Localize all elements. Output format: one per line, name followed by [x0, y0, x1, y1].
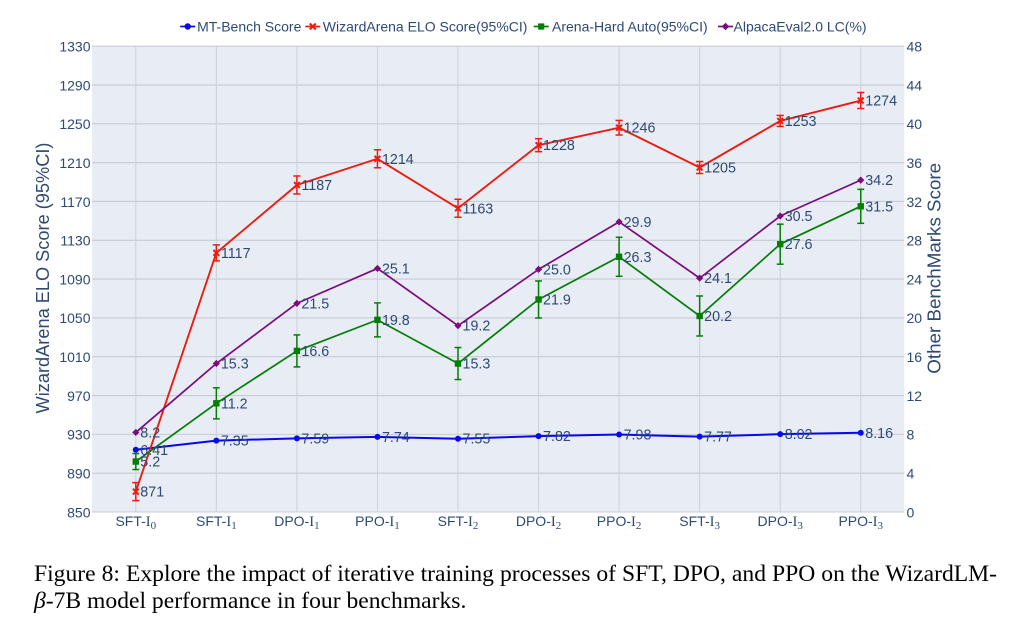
svg-text:DPO-I2: DPO-I2 [516, 513, 561, 532]
svg-text:WizardArena ELO Score (95%CI): WizardArena ELO Score (95%CI) [33, 143, 53, 414]
svg-text:12: 12 [907, 388, 923, 404]
svg-text:DPO-I1: DPO-I1 [274, 513, 319, 532]
svg-text:5.2: 5.2 [140, 455, 160, 471]
svg-text:16.6: 16.6 [301, 344, 329, 360]
svg-text:DPO-I3: DPO-I3 [758, 513, 804, 532]
svg-text:26.3: 26.3 [624, 250, 652, 266]
svg-text:850: 850 [67, 504, 91, 520]
svg-text:7.59: 7.59 [301, 431, 329, 447]
svg-text:21.9: 21.9 [543, 292, 571, 308]
svg-text:36: 36 [907, 155, 923, 171]
svg-text:19.8: 19.8 [382, 313, 410, 329]
svg-text:1130: 1130 [60, 233, 90, 249]
svg-text:8.2: 8.2 [140, 425, 160, 441]
svg-text:970: 970 [67, 388, 91, 404]
svg-text:24.1: 24.1 [704, 271, 732, 287]
svg-text:24: 24 [907, 271, 923, 287]
svg-text:WizardArena ELO Score(95%CI): WizardArena ELO Score(95%CI) [323, 19, 528, 35]
svg-text:1214: 1214 [382, 152, 414, 168]
svg-text:Other BenchMarks Score: Other BenchMarks Score [924, 163, 945, 374]
svg-text:30.5: 30.5 [785, 209, 813, 225]
svg-text:AlpacaEval2.0 LC(%): AlpacaEval2.0 LC(%) [734, 19, 867, 35]
svg-text:MT-Bench Score: MT-Bench Score [197, 19, 301, 35]
svg-text:7.35: 7.35 [221, 434, 249, 450]
svg-text:6.41: 6.41 [140, 443, 168, 459]
svg-text:890: 890 [67, 465, 91, 481]
svg-text:19.2: 19.2 [463, 319, 491, 335]
svg-text:15.3: 15.3 [463, 357, 491, 373]
svg-text:25.0: 25.0 [543, 262, 571, 278]
svg-text:930: 930 [67, 427, 91, 443]
svg-text:21.5: 21.5 [301, 296, 329, 312]
svg-text:7.55: 7.55 [463, 432, 491, 448]
svg-text:32: 32 [907, 194, 923, 210]
svg-text:1210: 1210 [59, 155, 90, 171]
svg-text:SFT-I0: SFT-I0 [115, 513, 156, 532]
svg-text:1050: 1050 [59, 310, 90, 326]
svg-text:4: 4 [907, 465, 915, 481]
svg-text:PPO-I2: PPO-I2 [597, 513, 642, 532]
svg-text:1253: 1253 [785, 114, 817, 130]
svg-text:PPO-I3: PPO-I3 [838, 513, 883, 532]
svg-text:1330: 1330 [59, 39, 90, 55]
svg-text:20.2: 20.2 [704, 309, 732, 325]
svg-text:48: 48 [907, 39, 923, 55]
svg-text:0: 0 [907, 504, 915, 520]
svg-text:40: 40 [907, 116, 923, 132]
svg-text:1187: 1187 [301, 178, 332, 194]
svg-text:1010: 1010 [59, 349, 90, 365]
svg-text:31.5: 31.5 [865, 199, 893, 215]
svg-text:7.74: 7.74 [382, 430, 410, 446]
svg-text:Arena-Hard Auto(95%CI): Arena-Hard Auto(95%CI) [552, 19, 708, 35]
svg-text:1290: 1290 [59, 77, 90, 93]
svg-text:7.98: 7.98 [624, 428, 652, 444]
svg-text:SFT-I3: SFT-I3 [679, 513, 720, 532]
svg-text:34.2: 34.2 [865, 173, 893, 189]
svg-text:1274: 1274 [865, 94, 897, 110]
svg-text:1090: 1090 [59, 271, 90, 287]
svg-text:1246: 1246 [624, 121, 656, 137]
svg-text:29.9: 29.9 [624, 215, 652, 231]
svg-text:1163: 1163 [463, 201, 494, 217]
svg-text:16: 16 [907, 349, 923, 365]
svg-text:25.1: 25.1 [382, 261, 410, 277]
svg-text:7.82: 7.82 [543, 429, 571, 445]
svg-text:28: 28 [907, 233, 923, 249]
svg-text:SFT-I2: SFT-I2 [438, 513, 479, 532]
svg-text:PPO-I1: PPO-I1 [355, 513, 400, 532]
svg-text:1170: 1170 [60, 194, 90, 210]
svg-text:8: 8 [907, 427, 915, 443]
svg-text:11.2: 11.2 [221, 396, 248, 412]
svg-text:SFT-I1: SFT-I1 [196, 513, 237, 532]
svg-text:1117: 1117 [221, 246, 251, 262]
svg-text:8.16: 8.16 [865, 426, 893, 442]
svg-text:871: 871 [140, 485, 164, 501]
svg-text:20: 20 [907, 310, 923, 326]
svg-text:44: 44 [907, 77, 923, 93]
svg-text:1250: 1250 [59, 116, 90, 132]
svg-text:1205: 1205 [704, 161, 736, 177]
svg-text:15.3: 15.3 [221, 357, 249, 373]
svg-text:27.6: 27.6 [785, 237, 813, 253]
svg-text:1228: 1228 [543, 138, 575, 154]
svg-text:8.02: 8.02 [785, 427, 813, 443]
svg-text:7.77: 7.77 [704, 430, 732, 446]
